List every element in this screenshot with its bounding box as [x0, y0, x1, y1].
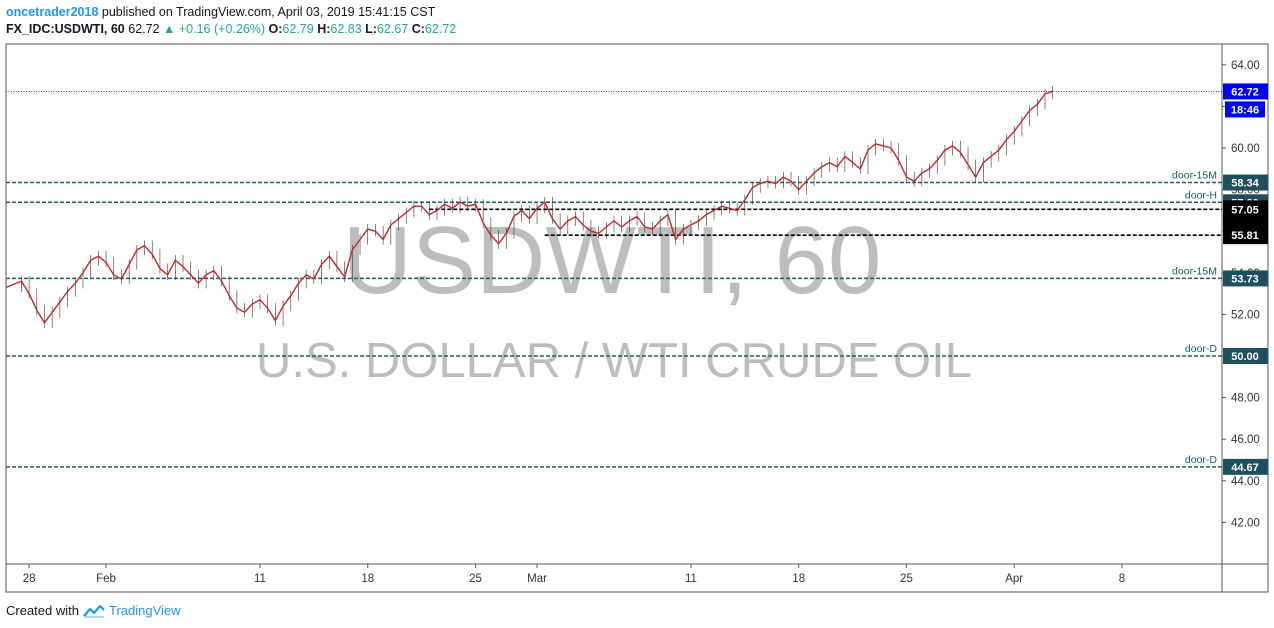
level-label: door-D [1185, 454, 1218, 466]
black-level-tag-block [1223, 200, 1268, 245]
y-tick-label: 64.00 [1231, 60, 1260, 72]
open-label: O: [268, 22, 283, 36]
published-text: published on TradingView.com, April 03, … [101, 5, 436, 19]
x-tick-label: 11 [685, 573, 697, 585]
footer: Created with TradingView [6, 603, 181, 618]
level-price-tag [1223, 458, 1268, 475]
created-with-text: Created with [6, 603, 79, 618]
watermark-name: U.S. DOLLAR / WTI CRUDE OIL [256, 334, 972, 388]
y-tick-label: 42.00 [1231, 517, 1260, 529]
level-label: door-H [1185, 189, 1217, 201]
level-price-text: 50.00 [1231, 351, 1259, 363]
ohlc-bar: FX_IDC:USDWTI, 60 62.72 ▲ +0.16 (+0.26%)… [6, 22, 456, 36]
x-tick-label: 25 [469, 573, 482, 585]
x-tick-label: 18 [361, 573, 374, 585]
symbol-label: FX_IDC:USDWTI, 60 [6, 22, 125, 36]
publish-info: oncetrader2018 published on TradingView.… [6, 5, 435, 19]
x-tick-label: Feb [96, 573, 116, 585]
black-level-price-text: 55.81 [1231, 230, 1259, 242]
price-series-line [5, 90, 1053, 324]
open-value: 62.79 [282, 22, 314, 36]
close-label: C: [411, 22, 425, 36]
high-value: 62.83 [330, 22, 362, 36]
y-tick-label: 52.00 [1231, 309, 1260, 321]
current-price-tag [1223, 83, 1268, 100]
up-triangle-icon: ▲ [163, 22, 176, 36]
level-label: door-15M [1172, 170, 1217, 182]
y-tick-label: 46.00 [1231, 434, 1260, 446]
close-value: 62.72 [424, 22, 457, 36]
countdown-tag [1225, 101, 1265, 118]
change-value: +0.16 (+0.26%) [178, 22, 266, 36]
x-tick-label: Apr [1005, 573, 1023, 585]
x-tick-label: 18 [792, 573, 805, 585]
author-link[interactable]: oncetrader2018 [6, 5, 99, 19]
y-tick-label: 48.00 [1231, 393, 1260, 405]
level-label: door-D [1185, 343, 1218, 355]
x-tick-label: 25 [900, 573, 913, 585]
low-label: L: [365, 22, 377, 36]
level-price-tag [1223, 348, 1268, 364]
level-price-text: 58.34 [1231, 178, 1259, 190]
countdown-text: 18:46 [1231, 104, 1259, 116]
level-price-text: 53.73 [1231, 273, 1259, 285]
level-label: door-15M [1172, 265, 1217, 277]
x-tick-label: 11 [254, 573, 266, 585]
x-tick-label: 8 [1119, 573, 1125, 585]
level-price-tag [1223, 174, 1268, 191]
y-tick-label: 60.00 [1231, 143, 1260, 155]
current-price-text: 62.72 [1231, 86, 1259, 98]
black-level-price-text: 57.05 [1231, 204, 1259, 216]
level-price-tag [1223, 270, 1268, 287]
level-price-text: 44.67 [1231, 462, 1259, 474]
x-tick-label: Mar [527, 573, 547, 585]
tradingview-brand-link[interactable]: TradingView [108, 603, 181, 618]
high-label: H: [317, 22, 331, 36]
low-value: 62.67 [376, 22, 409, 36]
watermark-symbol: USDWTI, 60 [343, 207, 882, 314]
last-price: 62.72 [128, 22, 160, 36]
y-tick-label: 44.00 [1231, 476, 1260, 488]
tradingview-logo-icon [83, 604, 105, 618]
x-tick-label: 28 [23, 573, 36, 585]
chart-frame [5, 43, 1269, 593]
